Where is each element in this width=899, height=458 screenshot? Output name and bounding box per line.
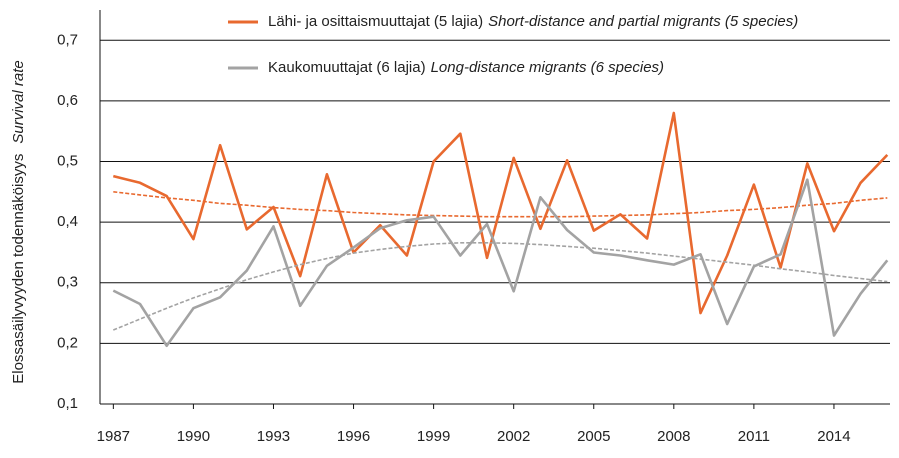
x-tick-label: 2011 (738, 428, 770, 445)
x-tick-label: 1999 (417, 428, 450, 445)
x-tick-label: 1993 (257, 428, 290, 445)
trend-line (113, 191, 888, 218)
y-axis-label-en: Survival rate (10, 60, 27, 143)
y-tick-label: 0,7 (57, 31, 78, 48)
x-tick-label: 1990 (177, 428, 210, 445)
x-tick-label: 2005 (577, 428, 610, 445)
legend-name: Kaukomuuttajat (6 lajia) (268, 59, 426, 76)
series-line (112, 178, 889, 348)
x-tick-label: 2008 (657, 428, 690, 445)
legend-name-en: Short-distance and partial migrants (5 s… (488, 13, 798, 30)
y-tick-label: 0,1 (57, 395, 78, 412)
legend-label: Kaukomuuttajat (6 lajia) Long-distance mi… (268, 59, 664, 76)
series-line (112, 111, 889, 315)
trend-line (112, 242, 888, 331)
legend-label: Lähi- ja osittaismuuttajat (5 lajia) Shor… (268, 13, 798, 30)
y-tick-label: 0,5 (57, 153, 78, 170)
legend-name: Lähi- ja osittaismuuttajat (5 lajia) (268, 13, 483, 30)
y-tick-label: 0,6 (57, 92, 78, 109)
legend-name-en: Long-distance migrants (6 species) (431, 59, 664, 76)
y-axis-label-fi: Elossasäilyvyyden todennäköisyys (10, 154, 27, 384)
y-tick-label: 0,3 (57, 274, 78, 291)
y-tick-label: 0,4 (57, 213, 78, 230)
x-tick-label: 1996 (337, 428, 370, 445)
y-axis-label: Elossasäilyvyyden todennäköisyys Survival… (10, 60, 27, 384)
x-tick-label: 2014 (817, 428, 850, 445)
x-tick-label: 1987 (97, 428, 130, 445)
y-tick-label: 0,2 (57, 334, 78, 351)
x-tick-label: 2002 (497, 428, 530, 445)
